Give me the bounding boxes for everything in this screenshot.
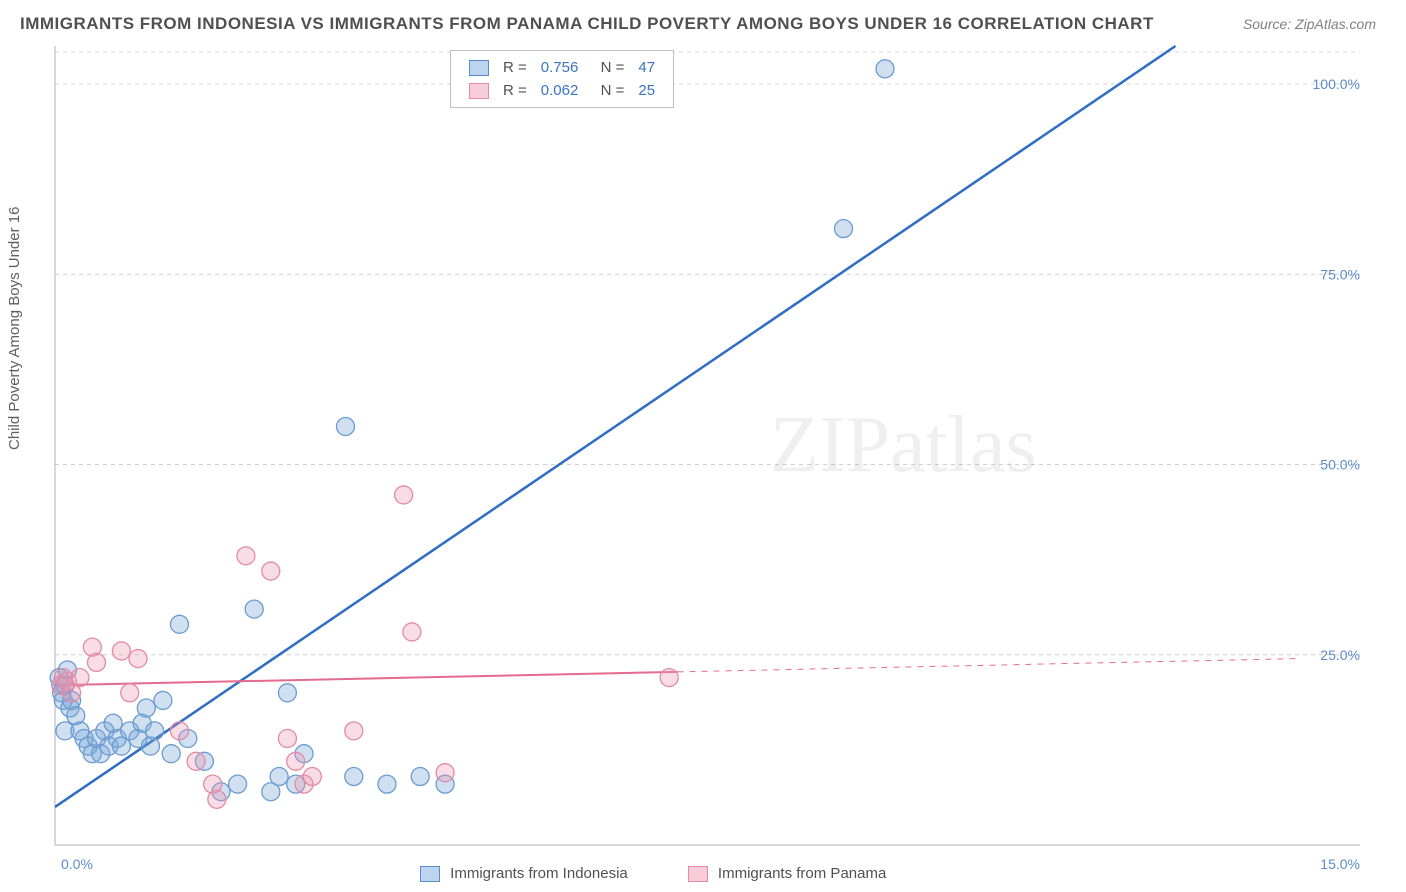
data-point <box>237 547 255 565</box>
chart-svg: 25.0% 50.0% 75.0% 100.0% 0.0% 15.0% <box>0 0 1406 892</box>
series-legend-item: Immigrants from Panama <box>688 865 887 882</box>
data-point <box>162 745 180 763</box>
correlation-legend: R =0.756 N =47R =0.062 N =25 <box>450 50 674 108</box>
data-point <box>208 790 226 808</box>
y-tick-label: 50.0% <box>1320 457 1360 473</box>
legend-swatch <box>469 83 489 99</box>
data-point <box>660 669 678 687</box>
data-point <box>345 722 363 740</box>
data-point <box>278 684 296 702</box>
n-value: 47 <box>632 57 661 78</box>
data-point <box>88 653 106 671</box>
data-point <box>146 722 164 740</box>
legend-row: R =0.062 N =25 <box>463 80 661 101</box>
series-name: Immigrants from Indonesia <box>450 865 628 882</box>
data-point <box>337 417 355 435</box>
data-point <box>154 691 172 709</box>
legend-row: R =0.756 N =47 <box>463 57 661 78</box>
data-point <box>345 768 363 786</box>
data-point <box>411 768 429 786</box>
data-point <box>395 486 413 504</box>
data-point <box>303 768 321 786</box>
r-value: 0.756 <box>535 57 585 78</box>
series-legend-item: Immigrants from Indonesia <box>420 865 628 882</box>
data-point <box>171 722 189 740</box>
data-point <box>137 699 155 717</box>
data-point <box>71 669 89 687</box>
data-point <box>229 775 247 793</box>
data-point <box>378 775 396 793</box>
data-point <box>270 768 288 786</box>
data-point <box>287 752 305 770</box>
legend-swatch <box>420 866 440 882</box>
r-label: R = <box>497 57 533 78</box>
y-tick-label: 25.0% <box>1320 647 1360 663</box>
correlation-chart: IMMIGRANTS FROM INDONESIA VS IMMIGRANTS … <box>0 0 1406 892</box>
n-label: N = <box>586 57 630 78</box>
y-tick-label: 100.0% <box>1313 76 1360 92</box>
y-tick-label: 75.0% <box>1320 266 1360 282</box>
data-point <box>436 764 454 782</box>
data-point <box>876 60 894 78</box>
r-label: R = <box>497 80 533 101</box>
legend-swatch <box>469 60 489 76</box>
legend-swatch <box>688 866 708 882</box>
data-point <box>187 752 205 770</box>
n-label: N = <box>586 80 630 101</box>
data-point <box>245 600 263 618</box>
data-point <box>171 615 189 633</box>
series-name: Immigrants from Panama <box>718 865 886 882</box>
data-point <box>121 684 139 702</box>
x-tick-label: 15.0% <box>1320 856 1360 872</box>
r-value: 0.062 <box>535 80 585 101</box>
data-point <box>403 623 421 641</box>
data-point <box>112 642 130 660</box>
x-tick-label: 0.0% <box>61 856 93 872</box>
data-point <box>278 729 296 747</box>
data-point <box>835 220 853 238</box>
data-point <box>262 562 280 580</box>
series-legend: Immigrants from Indonesia Immigrants fro… <box>420 865 946 882</box>
n-value: 25 <box>632 80 661 101</box>
data-point <box>129 650 147 668</box>
